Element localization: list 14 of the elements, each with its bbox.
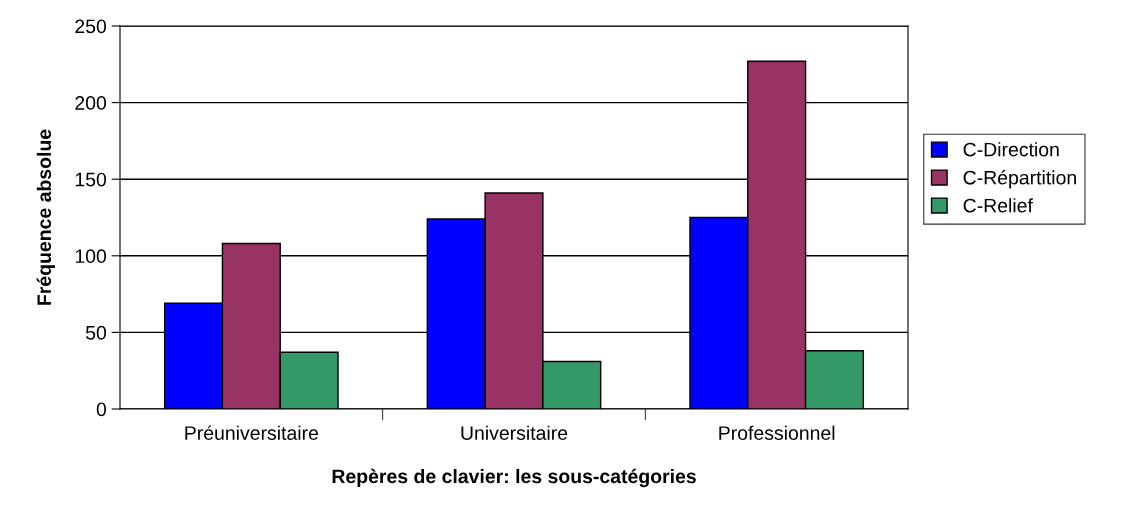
x-tick-label: Préuniversitaire — [185, 425, 319, 440]
x-tick-label: Professionnel — [719, 425, 835, 440]
y-tick-label: 0 — [96, 402, 107, 417]
y-tick-label: 200 — [75, 96, 107, 110]
legend-label: C-Relief — [963, 198, 1033, 213]
legend-label: C-Direction — [963, 142, 1059, 157]
legend-label: C-Répartition — [963, 170, 1076, 189]
y-tick-label: 150 — [75, 172, 107, 187]
x-axis-title: Repères de clavier: les sous-catégories — [332, 468, 696, 488]
y-tick-label: 50 — [85, 325, 107, 340]
x-tick-label: Universitaire — [461, 425, 568, 440]
y-axis-title: Fréquence absolue — [36, 129, 55, 305]
y-tick-label: 250 — [75, 19, 107, 34]
y-tick-label: 100 — [75, 249, 107, 264]
